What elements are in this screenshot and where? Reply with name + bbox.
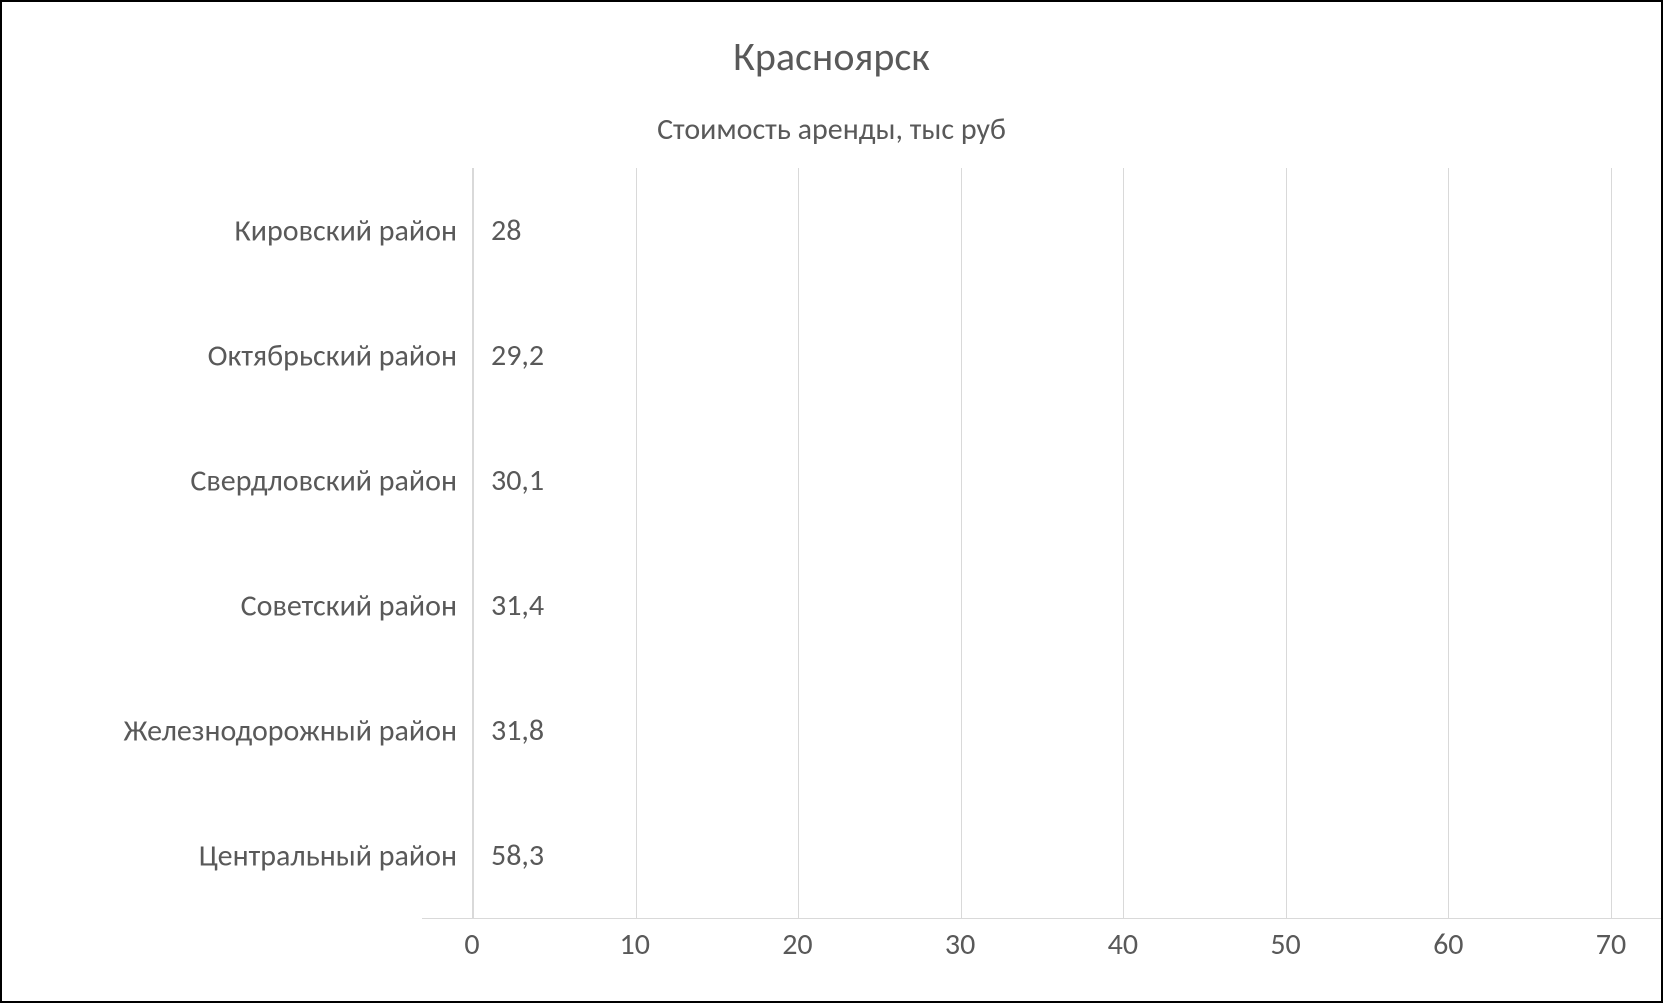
bar-row: 28 <box>473 199 521 262</box>
x-axis-tick-label: 10 <box>619 926 649 963</box>
gridline <box>1286 168 1287 918</box>
y-axis-category-label: Центральный район <box>199 837 457 874</box>
gridline <box>961 168 962 918</box>
x-axis-tick-label: 40 <box>1108 926 1138 963</box>
bar-row: 58,3 <box>473 824 544 887</box>
bar-row: 31,4 <box>473 574 544 637</box>
bar-row: 31,8 <box>473 699 544 762</box>
chart-legend-label: Стоимость аренды, тыс руб <box>52 111 1611 148</box>
y-axis-category-label: Советский район <box>241 587 457 624</box>
x-axis-tick-label: 50 <box>1270 926 1300 963</box>
x-axis: 010203040506070 <box>472 918 1611 958</box>
plot-area: Кировский район Октябрьский район Свердлов… <box>52 168 1611 918</box>
bar-value-label: 30,1 <box>491 462 544 499</box>
x-axis-tick-label: 70 <box>1596 926 1626 963</box>
bar-row: 30,1 <box>473 449 544 512</box>
y-axis-category-label: Свердловский район <box>190 462 457 499</box>
bar-value-label: 28 <box>491 212 521 249</box>
gridline <box>473 168 474 918</box>
x-axis-tick-label: 30 <box>945 926 975 963</box>
x-axis-tick-label: 0 <box>464 926 479 963</box>
y-axis-category-label: Железнодорожный район <box>124 712 457 749</box>
x-axis-tick-label: 60 <box>1433 926 1463 963</box>
bar-value-label: 29,2 <box>491 337 544 374</box>
bar-value-label: 31,8 <box>491 712 544 749</box>
x-axis-tick-label: 20 <box>782 926 812 963</box>
y-axis-category-label: Октябрьский район <box>208 337 457 374</box>
chart-container: Красноярск Стоимость аренды, тыс руб Кир… <box>0 0 1663 1003</box>
gridline <box>798 168 799 918</box>
gridline <box>636 168 637 918</box>
bar-row: 29,2 <box>473 324 544 387</box>
y-axis-category-label: Кировский район <box>235 212 457 249</box>
bars-region: 28 29,2 30,1 31,4 31,8 58,3 <box>472 168 1611 918</box>
chart-title: Красноярск <box>52 32 1611 81</box>
gridline <box>1611 168 1612 918</box>
bar-value-label: 58,3 <box>491 837 544 874</box>
bar-value-label: 31,4 <box>491 587 544 624</box>
gridline <box>1448 168 1449 918</box>
y-axis-labels: Кировский район Октябрьский район Свердлов… <box>52 168 472 918</box>
gridline <box>1123 168 1124 918</box>
